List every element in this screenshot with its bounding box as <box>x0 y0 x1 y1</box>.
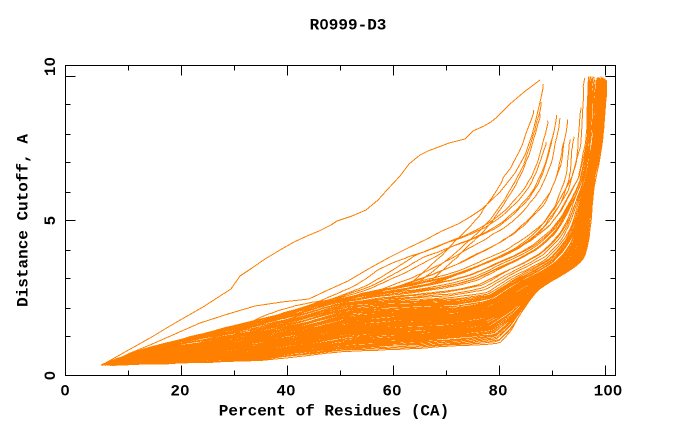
svg-text:60: 60 <box>382 383 401 401</box>
svg-text:80: 80 <box>488 383 507 401</box>
svg-text:R0999-D3: R0999-D3 <box>310 17 387 35</box>
svg-text:Distance Cutoff, A: Distance Cutoff, A <box>15 134 33 307</box>
svg-text:10: 10 <box>42 57 60 76</box>
svg-text:40: 40 <box>276 383 295 401</box>
svg-text:20: 20 <box>170 383 189 401</box>
svg-text:Percent of Residues (CA): Percent of Residues (CA) <box>219 403 449 421</box>
svg-text:5: 5 <box>42 216 60 226</box>
